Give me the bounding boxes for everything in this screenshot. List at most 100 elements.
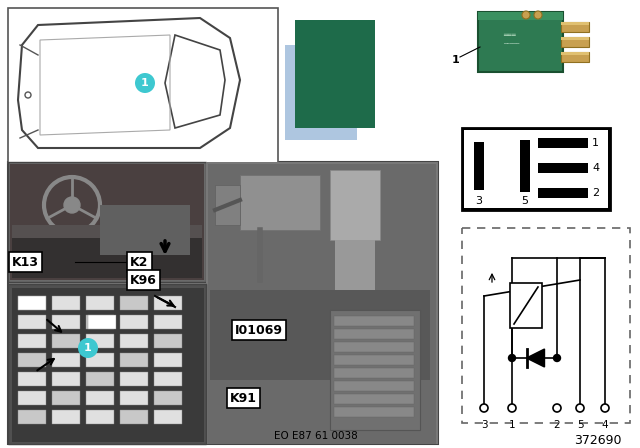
Bar	[210, 290, 430, 380]
Text: 5: 5	[577, 420, 583, 430]
Bar	[8, 162, 438, 444]
Bar	[520, 140, 530, 192]
Text: K13: K13	[12, 255, 39, 268]
Bar	[120, 315, 148, 329]
Bar	[334, 329, 414, 339]
Text: 3: 3	[476, 196, 483, 206]
Bar	[86, 315, 114, 329]
Bar	[86, 391, 114, 405]
Bar	[330, 310, 420, 430]
Bar	[52, 315, 80, 329]
Bar	[154, 372, 182, 386]
Bar	[154, 334, 182, 348]
Bar	[52, 334, 80, 348]
Circle shape	[554, 354, 561, 362]
Text: K96: K96	[130, 273, 157, 287]
Bar	[285, 45, 357, 140]
Bar	[18, 353, 46, 367]
Bar	[120, 334, 148, 348]
Circle shape	[508, 404, 516, 412]
Bar	[52, 353, 80, 367]
Bar	[561, 22, 589, 25]
Circle shape	[25, 92, 31, 98]
Circle shape	[480, 404, 488, 412]
Bar	[120, 296, 148, 310]
Text: 1: 1	[509, 420, 515, 430]
Bar	[334, 394, 414, 404]
Bar	[18, 296, 46, 310]
Bar	[18, 410, 46, 424]
Bar	[334, 381, 414, 391]
Bar	[478, 12, 563, 20]
Text: 1: 1	[141, 78, 149, 88]
Text: 4: 4	[602, 420, 608, 430]
Bar	[12, 238, 202, 278]
Text: 4: 4	[592, 163, 599, 173]
Bar	[561, 22, 589, 32]
Text: ═══: ═══	[503, 31, 516, 37]
Bar	[561, 52, 589, 55]
Text: 5: 5	[522, 196, 529, 206]
Bar	[208, 164, 436, 444]
Bar	[154, 296, 182, 310]
Bar	[120, 353, 148, 367]
Bar	[474, 142, 484, 190]
Circle shape	[534, 11, 542, 19]
Bar	[462, 128, 610, 210]
Circle shape	[78, 338, 98, 358]
Bar	[8, 284, 206, 444]
Bar	[8, 162, 206, 282]
Circle shape	[522, 11, 530, 19]
Bar	[334, 355, 414, 365]
Bar	[154, 353, 182, 367]
Bar	[330, 170, 380, 240]
Bar	[538, 138, 588, 148]
Bar	[334, 342, 414, 352]
Circle shape	[576, 404, 584, 412]
Circle shape	[64, 197, 80, 213]
Bar	[206, 162, 438, 444]
Bar	[335, 240, 375, 290]
Bar	[18, 391, 46, 405]
Bar	[510, 283, 542, 328]
Text: 1: 1	[452, 55, 460, 65]
Bar	[8, 8, 278, 163]
Bar	[240, 175, 320, 230]
Bar	[215, 185, 240, 225]
Circle shape	[509, 354, 515, 362]
Text: EO E87 61 0038: EO E87 61 0038	[274, 431, 358, 441]
Circle shape	[135, 73, 155, 93]
Bar	[52, 372, 80, 386]
Circle shape	[601, 404, 609, 412]
Text: 1: 1	[84, 343, 92, 353]
Bar	[334, 407, 414, 417]
Bar	[86, 353, 114, 367]
Bar	[462, 228, 630, 423]
Bar	[334, 316, 414, 326]
Text: ─────: ─────	[503, 42, 519, 47]
Bar	[464, 130, 608, 208]
Bar	[154, 391, 182, 405]
Bar	[538, 188, 588, 198]
Text: 3: 3	[481, 420, 487, 430]
Bar	[86, 410, 114, 424]
Text: 1: 1	[592, 138, 599, 148]
Bar	[561, 37, 589, 40]
Text: 2: 2	[554, 420, 560, 430]
Bar	[154, 410, 182, 424]
Text: 2: 2	[592, 188, 599, 198]
Bar	[478, 12, 563, 72]
Text: 372690: 372690	[575, 434, 622, 447]
Circle shape	[553, 404, 561, 412]
Bar	[100, 205, 190, 255]
Bar	[295, 20, 375, 128]
Bar	[52, 391, 80, 405]
Bar	[120, 372, 148, 386]
Bar	[86, 334, 114, 348]
Bar	[120, 391, 148, 405]
Bar	[86, 296, 114, 310]
Bar	[88, 315, 116, 329]
Text: I01069: I01069	[235, 323, 283, 336]
Bar	[12, 288, 204, 442]
Bar	[52, 410, 80, 424]
